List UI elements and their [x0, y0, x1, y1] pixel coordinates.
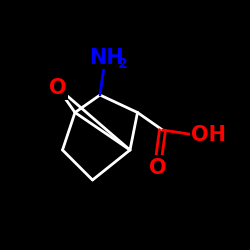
Text: O: O	[149, 158, 166, 178]
Text: NH: NH	[89, 48, 124, 68]
Text: OH: OH	[191, 125, 226, 145]
Text: O: O	[49, 78, 66, 98]
Text: 2: 2	[118, 57, 128, 71]
